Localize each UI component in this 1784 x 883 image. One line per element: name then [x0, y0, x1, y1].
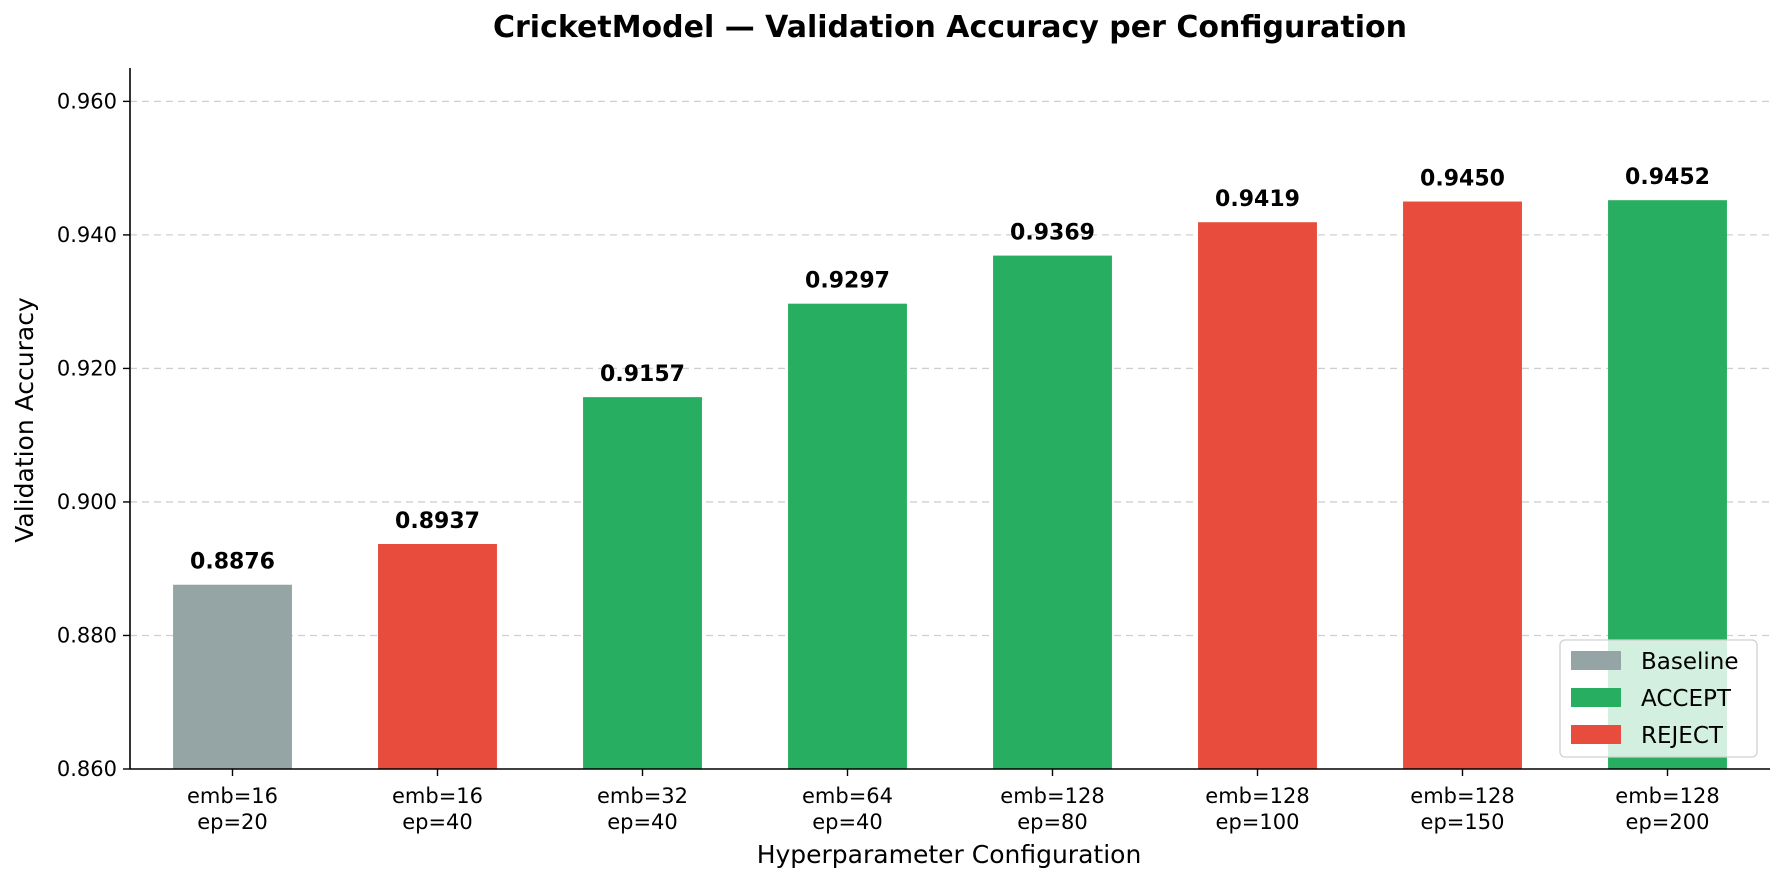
legend-label: ACCEPT: [1641, 686, 1732, 712]
bar-value-label: 0.9369: [1010, 221, 1095, 246]
y-tick-label: 0.940: [57, 223, 117, 247]
bars: [173, 200, 1727, 770]
bar-3: [583, 397, 702, 769]
y-tick-label: 0.900: [57, 490, 117, 514]
x-tick-label-line: emb=64: [802, 784, 893, 808]
data-labels: 0.8876 0.8937 0.9157 0.9297 0.9369 0.9419 0.94…: [190, 165, 1710, 575]
x-tick-label-line: ep=40: [812, 810, 883, 834]
x-tick-label-line: emb=128: [1205, 784, 1309, 808]
x-tick-label: emb=16 ep=40: [392, 784, 483, 834]
legend-swatch: [1571, 725, 1621, 744]
x-tick-label-line: emb=128: [1615, 784, 1719, 808]
x-tick-label-line: ep=40: [402, 810, 473, 834]
bar-4: [788, 303, 907, 769]
bar-value-label: 0.9157: [600, 362, 685, 387]
y-tick-label: 0.880: [57, 623, 117, 647]
legend-label: REJECT: [1641, 723, 1724, 749]
legend-label: Baseline: [1641, 649, 1739, 675]
x-tick-label-line: emb=128: [1000, 784, 1104, 808]
bar-2: [378, 544, 497, 769]
bar-value-label: 0.9450: [1420, 167, 1505, 192]
grid-lines: [130, 100, 1770, 637]
x-tick-label-line: emb=32: [597, 784, 688, 808]
x-tick-label: emb=128 ep=100: [1205, 784, 1309, 834]
x-tick-label: emb=32 ep=40: [597, 784, 688, 834]
x-tick-label-line: ep=40: [607, 810, 678, 834]
x-tick-label: emb=128 ep=80: [1000, 784, 1104, 834]
x-tick-label: emb=128 ep=200: [1615, 784, 1719, 834]
x-tick-label-line: emb=16: [187, 784, 278, 808]
legend-swatch: [1571, 688, 1621, 707]
x-tick-label: emb=64 ep=40: [802, 784, 893, 834]
chart-title: CricketModel — Validation Accuracy per C…: [493, 10, 1407, 45]
legend: Baseline ACCEPT REJECT: [1559, 639, 1758, 758]
bar-value-label: 0.9297: [805, 269, 890, 294]
y-tick-label: 0.860: [57, 757, 117, 781]
y-axis-label: Validation Accuracy: [10, 297, 39, 543]
x-tick-label-line: emb=16: [392, 784, 483, 808]
bar-7: [1403, 201, 1522, 769]
y-tick-label: 0.920: [57, 356, 117, 380]
x-tick-label-line: emb=128: [1410, 784, 1514, 808]
x-axis-label: Hyperparameter Configuration: [757, 840, 1142, 869]
x-tick-label-line: ep=100: [1216, 810, 1300, 834]
x-tick-label: emb=16 ep=20: [187, 784, 278, 834]
x-tick-label: emb=128 ep=150: [1410, 784, 1514, 834]
bar-value-label: 0.8876: [190, 550, 275, 575]
bar-6: [1198, 222, 1317, 770]
legend-swatch: [1571, 651, 1621, 670]
x-tick-label-line: ep=150: [1421, 810, 1505, 834]
bar-5: [993, 255, 1112, 769]
bar-value-label: 0.9419: [1215, 187, 1300, 212]
x-tick-label-line: ep=80: [1017, 810, 1088, 834]
bar-value-label: 0.9452: [1625, 165, 1710, 190]
y-tick-label: 0.960: [57, 89, 117, 113]
bar-1: [173, 584, 292, 769]
x-tick-label-line: ep=20: [197, 810, 268, 834]
x-tick-label-line: ep=200: [1626, 810, 1710, 834]
bar-value-label: 0.8937: [395, 509, 480, 534]
